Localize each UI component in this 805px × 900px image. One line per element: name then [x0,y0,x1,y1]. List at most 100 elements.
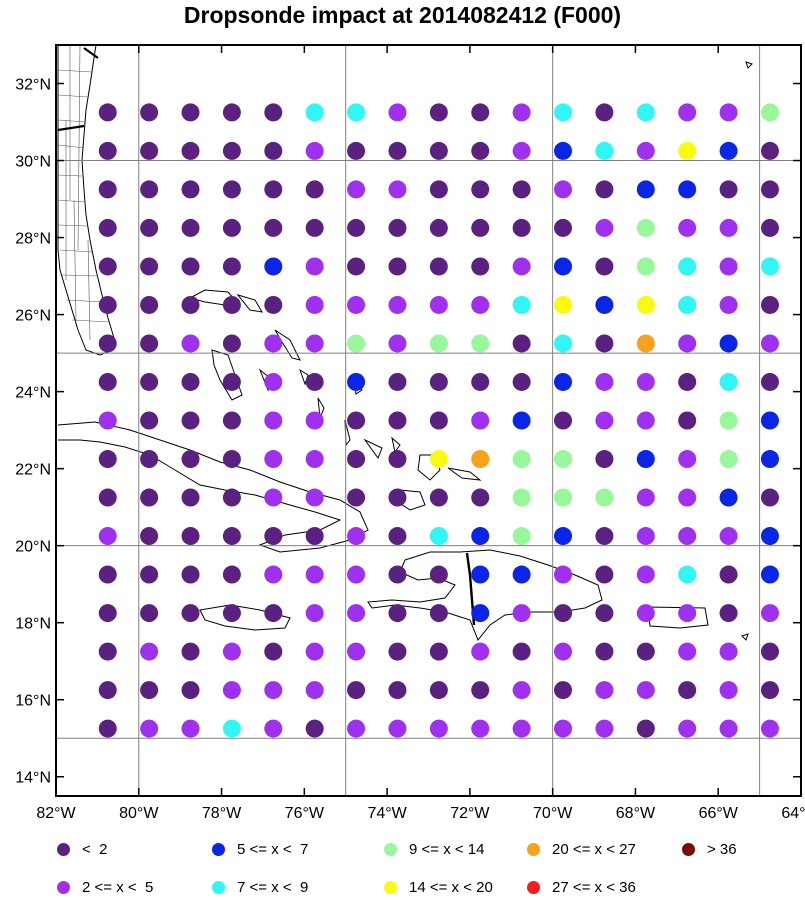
impact-dot [678,527,697,546]
impact-dot [305,103,324,122]
impact-dot [636,411,655,430]
georgia-border [57,124,85,132]
impact-dot [719,334,738,353]
impact-dot [140,257,159,276]
coastlines [57,44,753,641]
impact-dot [388,681,407,700]
impact-dot [760,719,779,738]
impact-dot [347,527,366,546]
impact-dot [181,218,200,237]
impact-dot [388,450,407,469]
impact-dot [678,565,697,584]
impact-dot [719,527,738,546]
impact-dot [222,642,241,661]
impact-dot [429,527,448,546]
impact-dot [595,719,614,738]
carolina-border [83,47,99,59]
impact-dot [140,411,159,430]
jamaica-coast [199,604,291,631]
impact-dot [512,218,531,237]
impact-dot [554,372,573,391]
impact-dot [512,180,531,199]
lon-tick-label: 72°W [450,805,490,822]
impact-dot [554,218,573,237]
map-frame [55,44,802,797]
impact-dot [512,103,531,122]
impact-dot [222,334,241,353]
impact-dot [347,334,366,353]
impact-dot [471,450,490,469]
impact-dot [429,180,448,199]
impact-dot [719,642,738,661]
impact-dot [636,295,655,314]
impact-dot [181,372,200,391]
lat-tick-label: 22°N [15,462,51,479]
impact-dot [388,295,407,314]
impact-dot [760,372,779,391]
impact-dot [595,527,614,546]
impact-dot [98,719,117,738]
impact-dot [595,488,614,507]
impact-dot [512,411,531,430]
impact-dot [678,141,697,160]
impact-dot [719,103,738,122]
impact-dot [98,604,117,623]
impact-dot [305,411,324,430]
impact-dot [347,565,366,584]
impact-dot [636,334,655,353]
impact-dot [471,257,490,276]
impact-dot [222,218,241,237]
impact-dot [429,604,448,623]
small-islet-e [741,633,749,641]
impact-dot [512,295,531,314]
impact-dot [140,681,159,700]
lon-tick-label: 66°W [699,805,739,822]
impact-dot [264,218,283,237]
impact-dot [678,488,697,507]
impact-dot [98,218,117,237]
impact-dot [305,604,324,623]
impact-dot [760,295,779,314]
impact-dot [98,295,117,314]
impact-dot [678,295,697,314]
impact-dot [388,604,407,623]
impact-dot [595,450,614,469]
impact-dot [595,141,614,160]
impact-dot [429,372,448,391]
impact-dot [512,604,531,623]
impact-dot [222,372,241,391]
impact-dot [719,411,738,430]
lat-tick-label: 18°N [15,616,51,633]
impact-dot [595,334,614,353]
impact-dot [222,295,241,314]
impact-dot [98,681,117,700]
impact-dot [98,257,117,276]
impact-dot [429,103,448,122]
impact-dot [595,103,614,122]
impact-dot [554,180,573,199]
impact-dot [305,372,324,391]
lon-tick-label: 74°W [367,805,407,822]
impact-dot [264,257,283,276]
impact-dot [347,642,366,661]
impact-dot [264,450,283,469]
impact-dot [429,488,448,507]
impact-dot [305,681,324,700]
impact-dot [512,257,531,276]
impact-dot [719,450,738,469]
impact-dot [636,719,655,738]
impact-dot [140,295,159,314]
impact-dot [98,527,117,546]
impact-dot [595,565,614,584]
impact-dot [512,565,531,584]
impact-dot [347,295,366,314]
impact-dot [388,103,407,122]
lon-tick-label: 76°W [285,805,325,822]
impact-dot [554,411,573,430]
impact-dot [222,257,241,276]
impact-dot [388,411,407,430]
impact-dot [98,488,117,507]
impact-dot [347,103,366,122]
impact-dot [760,642,779,661]
